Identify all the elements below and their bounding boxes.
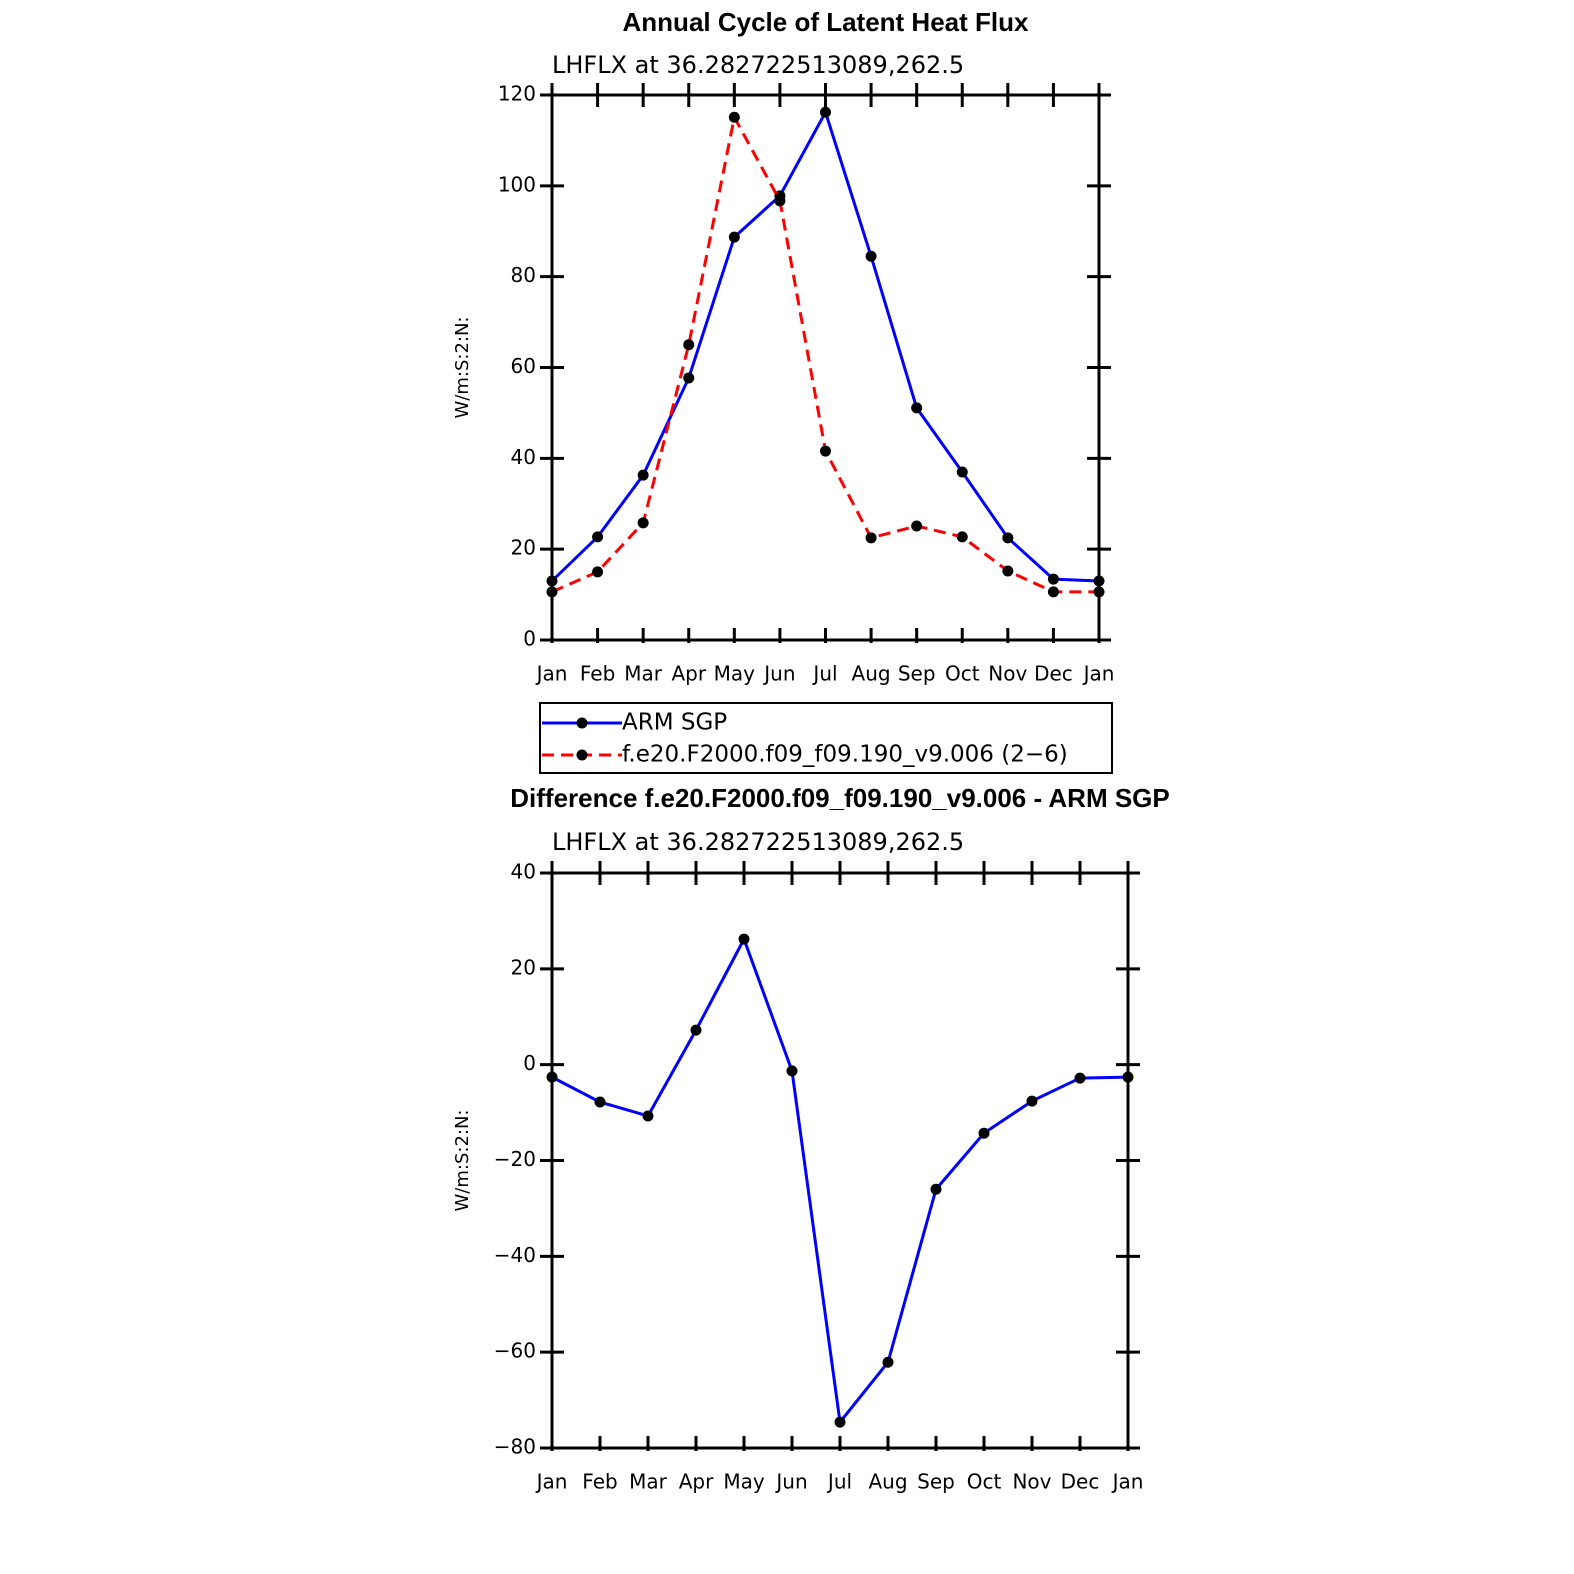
point xyxy=(865,250,877,262)
point xyxy=(592,531,604,543)
point xyxy=(865,532,877,544)
point xyxy=(911,520,923,532)
x-tick-label: Aug xyxy=(868,1470,907,1494)
point xyxy=(642,1110,654,1122)
point xyxy=(930,1183,942,1195)
chart-title: Annual Cycle of Latent Heat Flux xyxy=(623,7,1029,37)
y-tick-label: 120 xyxy=(498,82,536,106)
y-tick-label: 60 xyxy=(511,354,536,378)
point xyxy=(774,195,786,207)
point xyxy=(546,1071,558,1083)
y-tick-label: −80 xyxy=(494,1435,536,1459)
point xyxy=(637,517,649,529)
x-tick-label: Jan xyxy=(535,1470,568,1494)
y-tick-label: 0 xyxy=(523,627,536,651)
y-tick-label: 40 xyxy=(511,445,536,469)
point xyxy=(1093,575,1105,587)
x-tick-label: Aug xyxy=(852,662,891,686)
point xyxy=(546,575,558,587)
plot-frame xyxy=(550,871,1130,1450)
legend-marker xyxy=(576,749,588,761)
point xyxy=(546,586,558,598)
x-tick-label: May xyxy=(723,1470,765,1494)
point xyxy=(637,469,649,481)
point xyxy=(956,531,968,543)
x-tick-label: Jan xyxy=(535,662,568,686)
x-tick-label: Mar xyxy=(629,1470,668,1494)
point xyxy=(1002,565,1014,577)
plot-frame xyxy=(550,93,1101,642)
x-tick-label: Feb xyxy=(582,1470,617,1494)
point xyxy=(1047,586,1059,598)
x-tick-label: May xyxy=(714,662,756,686)
y-axis-label: W/m:S:2:N: xyxy=(452,317,473,419)
y-tick-label: 40 xyxy=(511,860,536,884)
point xyxy=(834,1416,846,1428)
legend-label: f.e20.F2000.f09_f09.190_v9.006 (2−6) xyxy=(622,742,1068,768)
x-tick-label: Jul xyxy=(826,1470,852,1494)
legend-box xyxy=(539,702,1113,774)
series-line xyxy=(550,108,1100,583)
x-tick-label: Oct xyxy=(967,1470,1002,1494)
legend-label: ARM SGP xyxy=(622,710,727,736)
y-axis-label: W/m:S:2:N: xyxy=(452,1110,473,1212)
series-line xyxy=(551,112,1099,594)
y-tick-label: −20 xyxy=(494,1147,536,1171)
x-tick-label: Dec xyxy=(1034,662,1073,686)
x-tick-label: Mar xyxy=(624,662,663,686)
point xyxy=(1026,1095,1038,1107)
point xyxy=(1047,573,1059,585)
point xyxy=(728,111,740,123)
legend-marker xyxy=(576,717,588,729)
x-tick-label: Apr xyxy=(671,662,706,686)
x-tick-label: Nov xyxy=(988,662,1027,686)
chart-title: Difference f.e20.F2000.f09_f09.190_v9.00… xyxy=(510,783,1170,813)
point xyxy=(956,466,968,478)
point xyxy=(882,1356,894,1368)
x-tick-label: Jan xyxy=(1082,662,1115,686)
point xyxy=(911,402,923,414)
point xyxy=(683,372,695,384)
x-tick-label: Apr xyxy=(679,1470,714,1494)
y-tick-label: 100 xyxy=(498,172,536,196)
y-tick-label: −60 xyxy=(494,1339,536,1363)
x-tick-label: Feb xyxy=(580,662,615,686)
x-tick-label: Sep xyxy=(917,1470,955,1494)
y-tick-label: 20 xyxy=(511,955,536,979)
x-tick-label: Sep xyxy=(898,662,936,686)
x-tick-label: Oct xyxy=(945,662,980,686)
point xyxy=(1093,586,1105,598)
x-tick-label: Jun xyxy=(774,1470,807,1494)
point xyxy=(738,933,750,945)
point xyxy=(683,339,695,351)
x-tick-label: Jun xyxy=(762,662,795,686)
y-tick-label: 20 xyxy=(511,536,536,560)
point xyxy=(1122,1071,1134,1083)
point xyxy=(820,445,831,457)
point xyxy=(1002,532,1014,544)
point xyxy=(786,1065,798,1077)
series-line xyxy=(551,935,1129,1426)
point xyxy=(820,106,831,118)
y-tick-label: 0 xyxy=(523,1051,536,1075)
x-tick-label: Jul xyxy=(811,662,837,686)
x-tick-label: Dec xyxy=(1061,1470,1100,1494)
chart-subtitle: LHFLX at 36.282722513089,262.5 xyxy=(552,51,964,79)
x-tick-label: Nov xyxy=(1012,1470,1051,1494)
x-tick-label: Jan xyxy=(1111,1470,1144,1494)
y-tick-label: −40 xyxy=(494,1243,536,1267)
point xyxy=(594,1096,606,1108)
point xyxy=(592,566,604,578)
point xyxy=(978,1127,990,1139)
point xyxy=(728,231,740,243)
y-tick-label: 80 xyxy=(511,263,536,287)
chart-subtitle: LHFLX at 36.282722513089,262.5 xyxy=(552,828,964,856)
point xyxy=(1074,1072,1086,1084)
point xyxy=(690,1024,702,1036)
